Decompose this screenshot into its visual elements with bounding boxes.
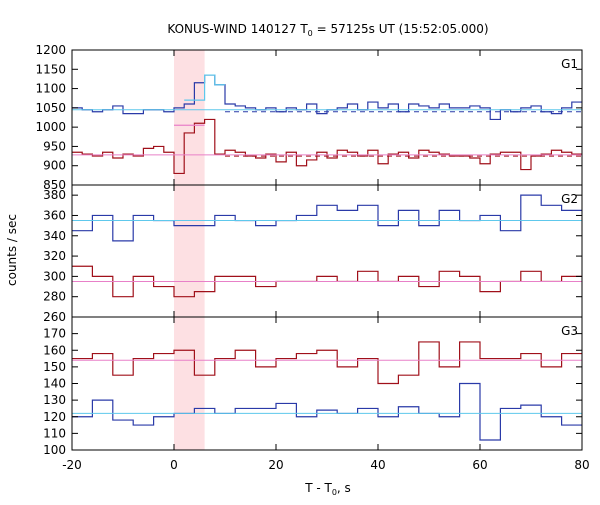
y-tick-label: 1100	[35, 82, 66, 96]
y-tick-label: 1050	[35, 101, 66, 115]
y-tick-label: 850	[43, 178, 66, 192]
y-tick-label: 950	[43, 139, 66, 153]
y-tick-label: 110	[43, 426, 66, 440]
y-tick-label: 160	[43, 343, 66, 357]
panel-g3-frame	[71, 316, 583, 451]
x-tick-label: 0	[170, 458, 178, 472]
panel-g1: 850 900 950 1000 1050 1100 1150 1200 G1	[35, 43, 583, 192]
panel-label-g1: G1	[561, 57, 578, 71]
y-tick-label: 260	[43, 310, 66, 324]
y-tick-label: 140	[43, 377, 66, 391]
panel-g3-blue-step-0	[72, 382, 582, 441]
y-tick-label: 1150	[35, 62, 66, 76]
panel-g2-blue-step-0	[72, 194, 582, 242]
panel-g3-red-step-2	[72, 341, 582, 385]
y-tick-label: 100	[43, 443, 66, 457]
x-tick-label: 40	[370, 458, 385, 472]
panel-g2-red-step-2	[72, 265, 582, 298]
x-tick-label: 60	[472, 458, 487, 472]
y-tick-label: 900	[43, 159, 66, 173]
y-tick-label: 170	[43, 327, 66, 341]
y-tick-label: 1000	[35, 120, 66, 134]
x-axis-label: T - T0, s	[304, 481, 351, 497]
y-tick-label: 380	[43, 188, 66, 202]
y-axis-label: counts / sec	[5, 214, 19, 286]
x-tick-label: 80	[574, 458, 589, 472]
y-tick-label: 340	[43, 229, 66, 243]
panel-g1-frame	[71, 49, 583, 186]
y-tick-label: 320	[43, 249, 66, 263]
y-tick-label: 280	[43, 290, 66, 304]
x-tick-label: -20	[62, 458, 82, 472]
panel-g1-red-step-4	[72, 118, 582, 175]
panel-g1-blue-step-0	[72, 74, 582, 121]
y-tick-label: 150	[43, 360, 66, 374]
panel-g2: 260 280 300 320 340 360 380 G2	[43, 184, 583, 324]
x-tick-label: 20	[268, 458, 283, 472]
panel-g3: 100 110 120 130 140 150 160 170 G3	[43, 316, 583, 457]
y-tick-label: 130	[43, 393, 66, 407]
y-tick-label: 360	[43, 208, 66, 222]
panel-g1-cyan-step-1	[184, 74, 225, 101]
plot-layer: 85090095010001050110011501200G1260280300…	[35, 43, 589, 472]
panel-label-g2: G2	[561, 192, 578, 206]
y-tick-label: 300	[43, 269, 66, 283]
shaded-interval-band	[174, 50, 205, 450]
y-tick-label: 120	[43, 410, 66, 424]
y-tick-label: 1200	[35, 43, 66, 57]
chart-title: KONUS-WIND 140127 T0 = 57125s UT (15:52:…	[167, 22, 488, 38]
panel-label-g3: G3	[561, 324, 578, 338]
